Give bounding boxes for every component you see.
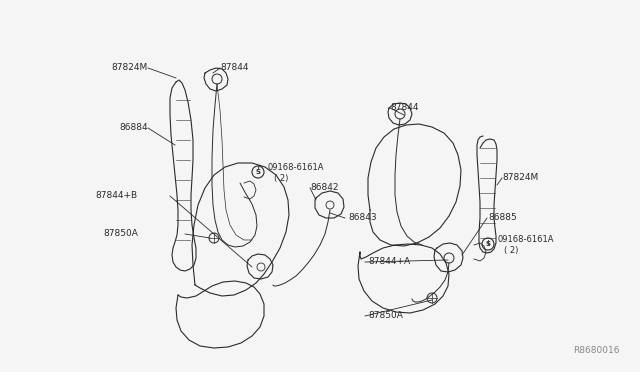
Text: 86884: 86884 [120, 124, 148, 132]
Text: 87850A: 87850A [368, 311, 403, 321]
Text: 87844: 87844 [390, 103, 419, 112]
Text: 86885: 86885 [488, 214, 516, 222]
Text: ( 2): ( 2) [504, 246, 518, 254]
Text: 87850A: 87850A [103, 230, 138, 238]
Text: 09168-6161A: 09168-6161A [498, 235, 554, 244]
Text: S: S [486, 241, 490, 247]
Text: 87844+B: 87844+B [96, 192, 138, 201]
Text: R8680016: R8680016 [573, 346, 620, 355]
Text: ( 2): ( 2) [274, 173, 289, 183]
Text: 87824M: 87824M [112, 64, 148, 73]
Text: 87824M: 87824M [502, 173, 538, 183]
Text: S: S [255, 169, 260, 175]
Text: 87844+A: 87844+A [368, 257, 410, 266]
Text: 87844: 87844 [220, 64, 248, 73]
Text: 09168-6161A: 09168-6161A [268, 164, 324, 173]
Text: 86842: 86842 [310, 183, 339, 192]
Text: 86843: 86843 [348, 214, 376, 222]
